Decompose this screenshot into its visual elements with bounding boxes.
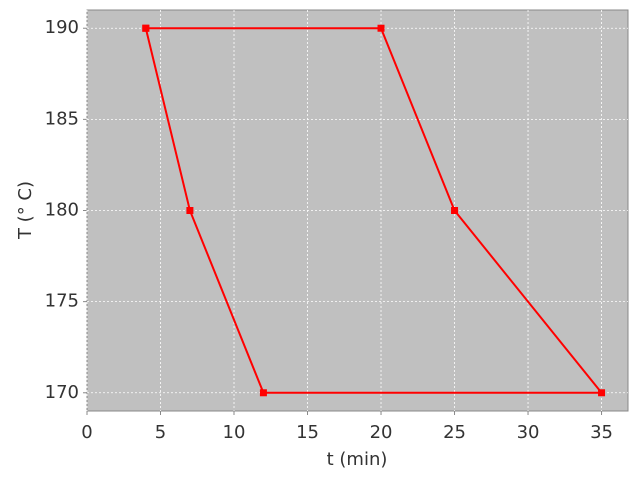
x-tick-label: 30	[517, 422, 540, 443]
x-tick-label: 5	[155, 422, 166, 443]
x-tick-label: 0	[81, 422, 92, 443]
x-tick-label: 15	[296, 422, 319, 443]
marker	[186, 207, 194, 214]
x-tick-label: 25	[443, 422, 466, 443]
y-tick-label: 190	[45, 17, 79, 38]
marker	[377, 24, 385, 32]
y-tick-label: 175	[45, 291, 79, 312]
x-tick-label: 35	[590, 422, 613, 443]
marker	[142, 24, 150, 32]
y-axis-title: T (° C)	[15, 181, 36, 240]
plot-area	[86, 9, 629, 412]
x-axis-title: t (min)	[327, 449, 388, 470]
y-tick-label: 185	[45, 108, 79, 129]
x-tick-label: 10	[223, 422, 246, 443]
y-tick-label: 170	[45, 382, 79, 403]
marker	[259, 389, 267, 397]
marker	[598, 389, 606, 397]
x-tick-label: 20	[370, 422, 393, 443]
y-tick-label: 180	[45, 200, 79, 221]
marker	[451, 207, 459, 214]
